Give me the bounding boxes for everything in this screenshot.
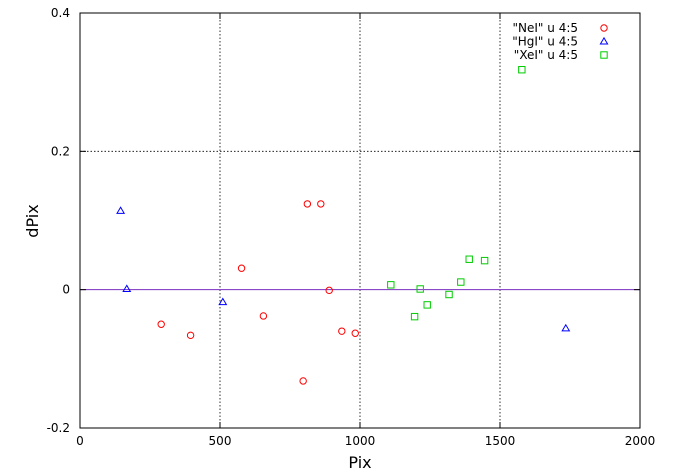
data-point-circle bbox=[338, 327, 346, 335]
x-tick-label: 1000 bbox=[345, 434, 376, 448]
data-points bbox=[116, 66, 571, 385]
data-point-circle bbox=[351, 329, 359, 337]
legend: "NeI" u 4:5"HgI" u 4:5"XeI" u 4:5 bbox=[512, 21, 609, 62]
data-point-square bbox=[387, 281, 395, 289]
data-point-circle bbox=[299, 377, 307, 385]
data-point-triangle bbox=[116, 206, 126, 214]
x-tick-label: 0 bbox=[76, 434, 84, 448]
data-point-square bbox=[445, 290, 453, 299]
x-tick-label: 1500 bbox=[485, 434, 516, 448]
legend-marker-circle bbox=[600, 24, 608, 32]
data-point-square bbox=[423, 301, 431, 309]
y-axis-label: dPix bbox=[23, 204, 42, 237]
data-point-circle bbox=[317, 200, 325, 208]
legend-label: "XeI" u 4:5 bbox=[514, 48, 578, 62]
legend-marker-triangle bbox=[599, 36, 609, 45]
y-tick-label: -0.2 bbox=[47, 421, 70, 435]
legend-marker-square bbox=[600, 51, 608, 59]
data-point-square bbox=[465, 255, 473, 263]
grid-lines bbox=[80, 13, 640, 428]
y-tick-label: 0.2 bbox=[51, 144, 70, 158]
x-tick-label: 500 bbox=[209, 434, 232, 448]
data-point-square bbox=[518, 66, 526, 74]
data-point-circle bbox=[186, 331, 195, 340]
data-point-triangle bbox=[218, 297, 228, 306]
data-point-square bbox=[480, 256, 489, 265]
x-axis-label: Pix bbox=[348, 453, 371, 472]
tick-labels: 0 500 1000 1500 2000 -0.2 0 0.2 0.4 bbox=[47, 6, 656, 448]
data-point-circle bbox=[325, 286, 333, 295]
data-point-circle bbox=[303, 200, 312, 208]
data-point-square bbox=[416, 285, 424, 293]
data-point-circle bbox=[157, 320, 165, 328]
y-tick-label: 0 bbox=[62, 283, 70, 297]
axes bbox=[79, 12, 641, 429]
y-tick-label: 0.4 bbox=[51, 6, 70, 20]
data-point-triangle bbox=[561, 323, 571, 332]
x-tick-label: 2000 bbox=[625, 434, 656, 448]
data-point-triangle bbox=[122, 284, 132, 292]
legend-label: "HgI" u 4:5 bbox=[512, 35, 578, 49]
data-point-circle bbox=[259, 312, 268, 320]
data-point-square bbox=[410, 312, 419, 321]
legend-label: "NeI" u 4:5 bbox=[513, 21, 578, 35]
data-point-circle bbox=[237, 264, 246, 272]
data-point-square bbox=[457, 278, 465, 286]
